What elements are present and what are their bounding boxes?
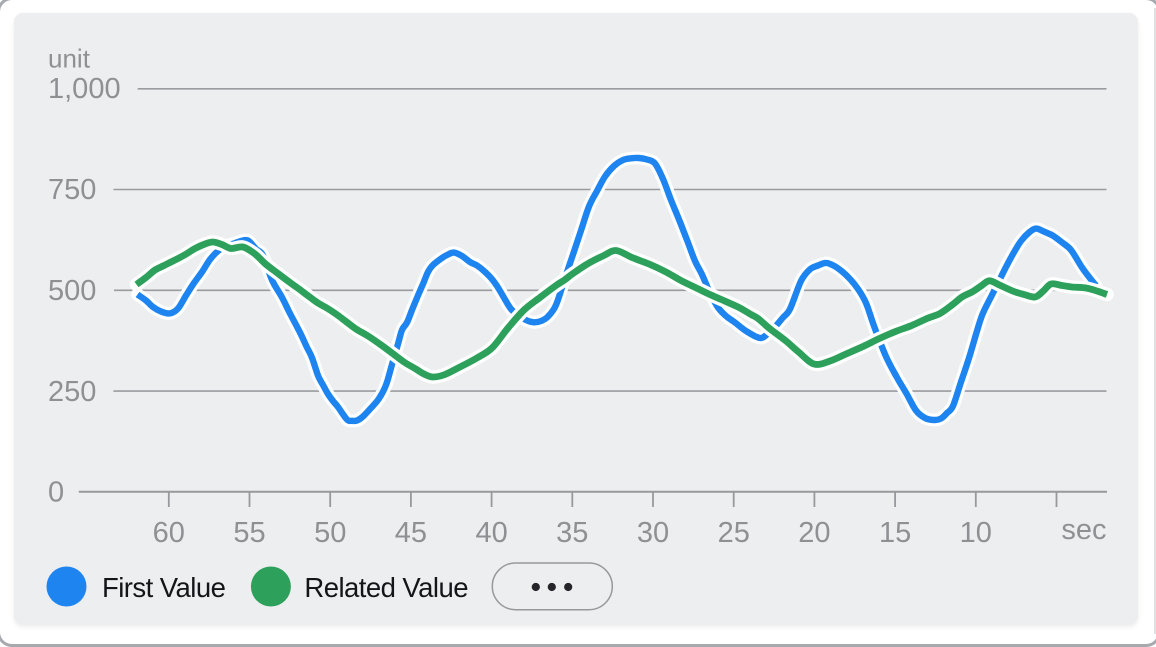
svg-text:60: 60 xyxy=(153,517,185,549)
svg-text:15: 15 xyxy=(879,517,911,549)
svg-text:40: 40 xyxy=(475,517,507,549)
svg-text:10: 10 xyxy=(960,517,992,549)
svg-text:25: 25 xyxy=(718,517,750,549)
svg-text:250: 250 xyxy=(48,376,96,408)
svg-text:sec: sec xyxy=(1061,514,1106,546)
svg-text:45: 45 xyxy=(395,517,427,549)
svg-text:unit: unit xyxy=(48,44,91,74)
svg-text:35: 35 xyxy=(556,517,588,549)
svg-text:1,000: 1,000 xyxy=(48,73,121,105)
svg-text:30: 30 xyxy=(637,517,669,549)
svg-text:20: 20 xyxy=(798,517,830,549)
svg-text:55: 55 xyxy=(233,517,265,549)
svg-text:50: 50 xyxy=(314,517,346,549)
svg-text:500: 500 xyxy=(48,275,96,307)
svg-text:750: 750 xyxy=(48,174,96,206)
svg-text:0: 0 xyxy=(48,477,64,509)
svg-text:Related Value: Related Value xyxy=(304,572,468,603)
svg-text:First Value: First Value xyxy=(102,572,226,603)
